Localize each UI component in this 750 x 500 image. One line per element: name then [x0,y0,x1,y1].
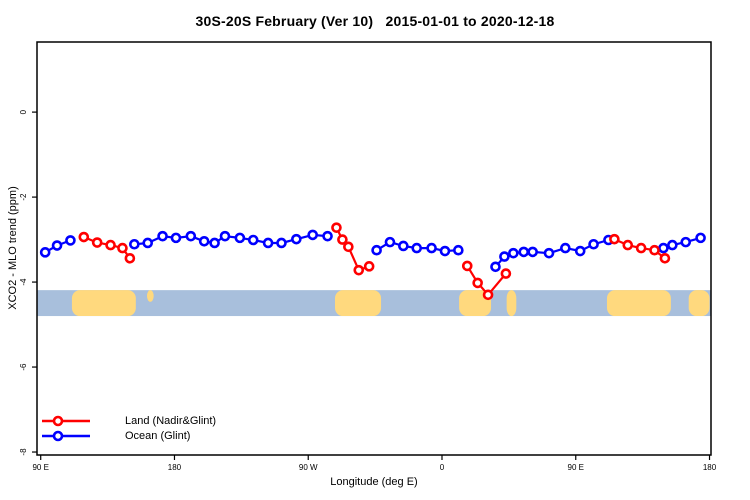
series-point [398,240,409,252]
series-point [667,239,678,251]
series-point [105,239,116,251]
series-point [331,222,342,233]
series-point [142,237,154,249]
series-point [560,242,571,254]
series-point [461,260,473,272]
series-point [78,231,90,243]
series-point [499,251,510,262]
series-point [117,242,128,254]
map-band-land-patch [334,290,382,317]
x-tick-label: 90 E [568,463,584,472]
map-band-land-patch [688,290,710,317]
x-tick-label: 90 W [299,463,318,472]
series-point [124,252,136,264]
series-point [65,235,76,246]
y-axis-title: XCO2 - MLO trend (ppm) [7,186,19,310]
map-band-land-patch [459,290,492,317]
series-point [247,234,259,246]
x-tick-label: 180 [703,463,717,472]
series-point [527,246,538,258]
series-point [500,268,512,279]
series-point [209,237,220,249]
y-tick-label: -4 [19,278,28,286]
legend-label-ocean: Ocean (Glint) [125,429,191,442]
series-point [307,229,318,241]
series-point [543,247,555,259]
chart-title: 30S-20S February (Ver 10) 2015-01-01 to … [195,13,555,29]
series-point [490,261,501,273]
series-line [466,264,507,296]
series-point [574,245,586,257]
series-point [291,233,302,245]
legend-label-land: Land (Nadir&Glint) [125,414,217,427]
map-band-land-patch [146,290,154,302]
series-point [384,236,396,248]
legend-item-ocean: Ocean (Glint) [40,428,216,443]
x-axis-title: Longitude (deg E) [330,476,418,488]
series-point [680,236,692,248]
series-point [219,230,231,242]
series-point [51,240,63,251]
plot-border [36,41,712,456]
map-band-land-patch [71,290,136,317]
y-tick-label: 0 [19,109,28,114]
series-point [411,242,423,254]
series-point [518,246,530,258]
series-point [426,242,437,254]
series-point [157,230,168,242]
y-tick-label: -2 [19,193,28,201]
series-point [322,230,333,242]
series-point [658,242,669,254]
series-point [337,234,348,245]
series-point [262,237,274,249]
map-band-land-patch [506,290,517,317]
series-point [91,237,103,248]
x-tick-label: 0 [440,463,445,472]
series-point [472,277,483,289]
series-point [343,241,354,253]
series-point [609,233,620,245]
series-point [439,245,451,257]
series-point [198,235,210,247]
series-point [39,247,51,258]
legend-item-land: Land (Nadir&Glint) [40,413,216,428]
series-point [622,239,634,251]
series-point [276,237,287,249]
series-point [482,289,494,301]
series-point [649,244,660,256]
legend-marker-ocean-icon [42,430,90,441]
series-point [170,232,182,244]
series-point [371,244,382,256]
x-tick-label: 180 [168,463,182,472]
series-point [695,232,706,244]
series-point [453,244,464,256]
series-point [659,252,671,264]
series-point [363,261,375,272]
x-tick-label: 90 E [32,463,48,472]
y-tick-label: -6 [19,363,28,371]
series-point [234,232,246,244]
series-point [508,247,519,259]
series-point [635,242,647,254]
chart-legend: Land (Nadir&Glint) Ocean (Glint) [40,413,216,443]
series-point [588,238,599,250]
legend-marker-land-icon [42,415,90,426]
series-point [129,238,140,250]
series-point [185,230,197,242]
map-band-land-patch [606,290,671,317]
series-point [353,264,365,276]
y-tick-label: -8 [19,448,28,456]
